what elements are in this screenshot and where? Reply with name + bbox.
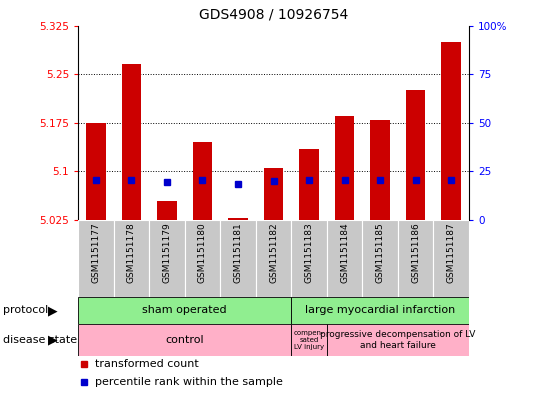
Text: GSM1151181: GSM1151181 xyxy=(233,222,243,283)
Bar xyxy=(264,168,284,220)
Bar xyxy=(291,324,327,356)
Bar xyxy=(220,220,256,297)
Bar xyxy=(370,119,390,220)
Text: progressive decompensation of LV
and heart failure: progressive decompensation of LV and hea… xyxy=(320,330,475,350)
Text: sham operated: sham operated xyxy=(142,305,227,316)
Bar xyxy=(149,220,185,297)
Text: GSM1151187: GSM1151187 xyxy=(447,222,455,283)
Bar xyxy=(327,220,362,297)
Bar xyxy=(78,297,291,324)
Bar xyxy=(86,123,106,220)
Bar xyxy=(114,220,149,297)
Bar xyxy=(327,324,469,356)
Bar xyxy=(406,90,425,220)
Bar xyxy=(228,218,248,220)
Bar xyxy=(398,220,433,297)
Text: GSM1151177: GSM1151177 xyxy=(92,222,100,283)
Text: GSM1151186: GSM1151186 xyxy=(411,222,420,283)
Bar xyxy=(362,220,398,297)
Text: large myocardial infarction: large myocardial infarction xyxy=(305,305,455,316)
Bar xyxy=(122,64,141,220)
Bar xyxy=(193,142,212,220)
Text: percentile rank within the sample: percentile rank within the sample xyxy=(94,377,282,387)
Text: ▶: ▶ xyxy=(48,304,58,317)
Bar xyxy=(157,201,177,220)
Bar xyxy=(441,42,461,220)
Text: compen-
sated
LV injury: compen- sated LV injury xyxy=(294,330,324,350)
Bar xyxy=(256,220,291,297)
Text: GSM1151178: GSM1151178 xyxy=(127,222,136,283)
Text: transformed count: transformed count xyxy=(94,359,198,369)
Bar xyxy=(433,220,469,297)
Bar xyxy=(185,220,220,297)
Title: GDS4908 / 10926754: GDS4908 / 10926754 xyxy=(199,7,348,22)
Text: GSM1151185: GSM1151185 xyxy=(376,222,385,283)
Text: protocol: protocol xyxy=(3,305,48,316)
Text: GSM1151182: GSM1151182 xyxy=(269,222,278,283)
Bar xyxy=(291,297,469,324)
Text: GSM1151184: GSM1151184 xyxy=(340,222,349,283)
Bar xyxy=(78,220,114,297)
Bar xyxy=(291,220,327,297)
Bar xyxy=(299,149,319,220)
Bar xyxy=(335,116,354,220)
Text: disease state: disease state xyxy=(3,335,77,345)
Text: ▶: ▶ xyxy=(48,333,58,347)
Text: GSM1151183: GSM1151183 xyxy=(305,222,314,283)
Text: control: control xyxy=(165,335,204,345)
Text: GSM1151179: GSM1151179 xyxy=(162,222,171,283)
Bar xyxy=(78,324,291,356)
Text: GSM1151180: GSM1151180 xyxy=(198,222,207,283)
